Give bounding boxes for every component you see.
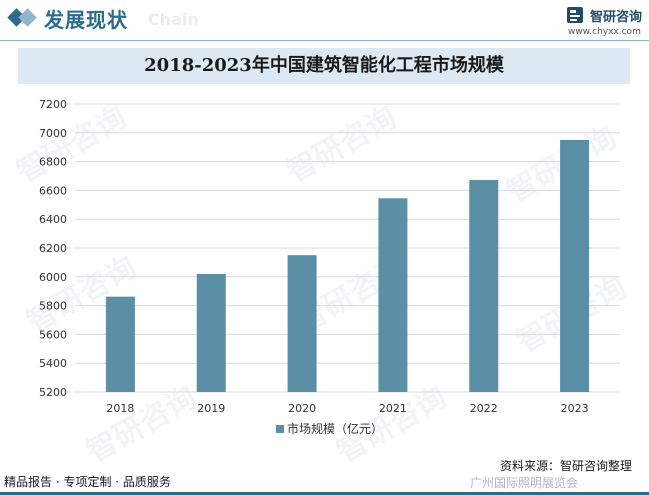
title-band <box>18 48 630 84</box>
x-tick-label: 2018 <box>106 402 134 415</box>
x-tick-label: 2019 <box>197 402 225 415</box>
bar <box>287 255 317 392</box>
y-tick-label: 5600 <box>39 328 67 341</box>
bar <box>196 273 226 392</box>
bar <box>105 296 135 392</box>
footer-source: 资料来源：智研咨询整理 <box>500 459 633 473</box>
footer-divider <box>0 492 649 495</box>
chart-title: 2018-2023年中国建筑智能化工程市场规模 <box>144 55 504 76</box>
section-title: 发展现状 <box>44 8 128 32</box>
bar <box>378 198 408 392</box>
x-tick-label: 2021 <box>379 402 407 415</box>
header: 发展现状 Chain 智研咨询 www.chyxx.com <box>0 0 649 38</box>
weibo-watermark: 广州国际照明展览会 <box>470 476 579 490</box>
y-tick-label: 7200 <box>39 98 67 111</box>
logo-name: 智研咨询 <box>590 10 643 25</box>
y-tick-label: 6800 <box>39 156 67 169</box>
y-tick-label: 7000 <box>39 127 67 140</box>
x-tick-label: 2022 <box>470 402 498 415</box>
y-tick-label: 6000 <box>39 271 67 284</box>
y-tick-label: 5200 <box>39 386 67 399</box>
y-tick-label: 6600 <box>39 184 67 197</box>
y-tick-label: 6400 <box>39 213 67 226</box>
x-tick-label: 2023 <box>561 402 589 415</box>
legend-swatch <box>276 425 284 433</box>
header-divider <box>0 40 649 41</box>
x-tick-label: 2020 <box>288 402 316 415</box>
y-tick-label: 5800 <box>39 300 67 313</box>
bar-chart: 5200 5400 5600 5800 6000 6200 6400 6600 6800 7000… <box>39 98 620 436</box>
diamond-icon <box>18 8 37 27</box>
legend-label: 市场规模（亿元） <box>287 421 383 436</box>
section-title-en: Chain <box>148 10 199 29</box>
y-tick-label: 6200 <box>39 242 67 255</box>
y-tick-label: 5400 <box>39 357 67 370</box>
logo-icon <box>567 7 583 23</box>
bar <box>560 140 590 392</box>
footer-tagline: 精品报告 · 专项定制 · 品质服务 <box>4 475 171 489</box>
logo-url: www.chyxx.com <box>568 27 641 37</box>
bar <box>469 180 499 392</box>
